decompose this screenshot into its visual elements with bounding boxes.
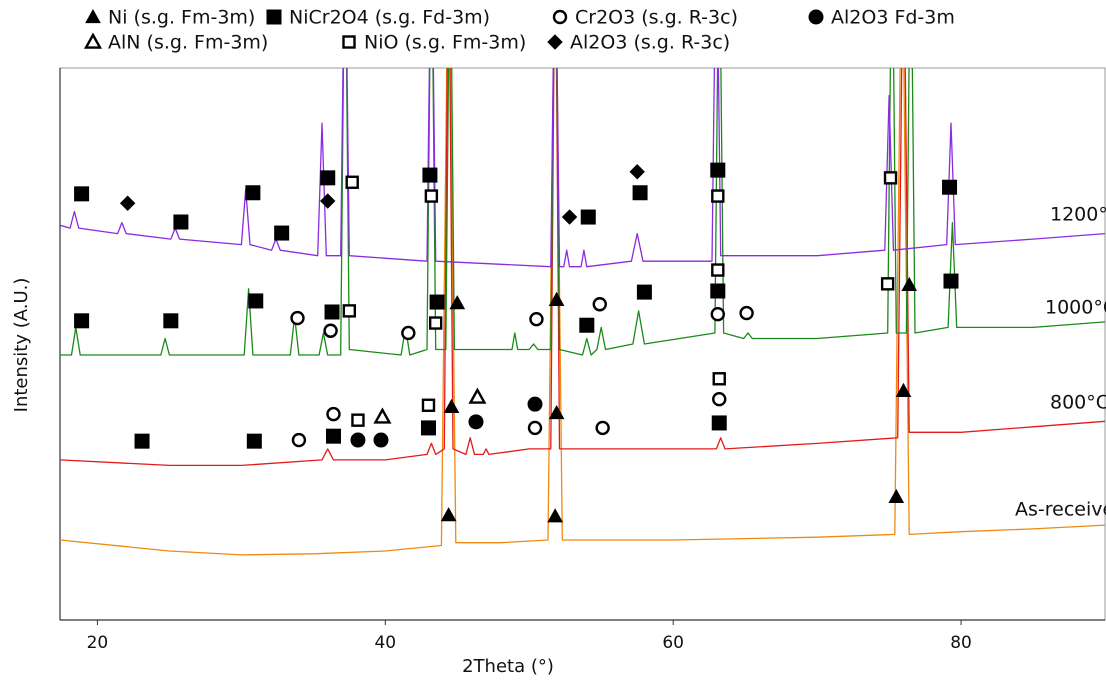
phase-marker bbox=[323, 323, 338, 338]
legend-symbol bbox=[266, 9, 282, 25]
x-tick-label: 80 bbox=[950, 633, 972, 653]
phase-marker bbox=[527, 420, 543, 436]
phase-marker bbox=[580, 209, 596, 225]
phase-marker bbox=[290, 310, 305, 326]
phase-marker bbox=[880, 277, 895, 291]
phase-marker bbox=[901, 276, 918, 292]
phase-marker bbox=[468, 414, 484, 430]
phase-marker bbox=[711, 263, 725, 277]
phase-marker bbox=[632, 185, 648, 201]
phase-marker bbox=[246, 433, 262, 449]
phase-marker bbox=[440, 507, 457, 522]
xrd-trace bbox=[60, 68, 1105, 356]
phase-marker bbox=[291, 432, 307, 448]
phase-marker bbox=[629, 164, 645, 180]
phase-marker bbox=[561, 209, 578, 225]
legend-symbol bbox=[808, 9, 824, 25]
phase-marker bbox=[710, 283, 726, 299]
phase-marker bbox=[527, 396, 543, 412]
x-tick-label: 40 bbox=[374, 633, 396, 653]
phase-marker bbox=[443, 398, 460, 414]
legend-label: Cr2O3 (s.g. R-3c) bbox=[575, 7, 738, 29]
phase-marker bbox=[529, 311, 544, 327]
legend-label: AlN (s.g. Fm-3m) bbox=[108, 32, 268, 54]
phase-marker bbox=[636, 284, 652, 300]
phase-marker bbox=[345, 175, 359, 189]
phase-marker bbox=[248, 293, 264, 309]
phase-marker bbox=[422, 167, 438, 183]
phase-marker bbox=[579, 317, 595, 333]
phase-marker bbox=[342, 304, 357, 318]
y-axis-label: Intensity (A.U.) bbox=[11, 278, 32, 413]
phase-marker bbox=[942, 179, 958, 195]
series-label: 1000°C bbox=[1045, 297, 1106, 319]
x-tick-label: 20 bbox=[87, 633, 109, 653]
legend-label: NiO (s.g. Fm-3m) bbox=[364, 32, 526, 54]
phase-marker bbox=[711, 189, 725, 203]
phase-marker bbox=[320, 193, 336, 209]
phase-marker bbox=[739, 305, 754, 321]
xrd-trace bbox=[60, 68, 1105, 467]
phase-marker bbox=[373, 432, 389, 448]
phase-marker bbox=[324, 304, 340, 320]
phase-marker bbox=[888, 488, 905, 504]
phase-marker bbox=[420, 420, 436, 436]
series-label: As-received bbox=[1015, 499, 1106, 521]
legend-label: Al2O3 (s.g. R-3c) bbox=[570, 32, 730, 54]
legend-symbol bbox=[85, 8, 101, 24]
phase-marker bbox=[134, 433, 150, 449]
x-axis-label: 2Theta (°) bbox=[462, 656, 554, 677]
phase-marker bbox=[548, 291, 565, 306]
phase-marker bbox=[350, 432, 366, 448]
phase-marker bbox=[711, 415, 727, 431]
phase-marker bbox=[401, 325, 416, 341]
phase-marker bbox=[883, 171, 898, 185]
phase-marker bbox=[468, 387, 487, 404]
legend-symbol bbox=[342, 35, 356, 49]
phase-marker bbox=[449, 295, 466, 310]
legend-symbol bbox=[83, 32, 103, 49]
phase-marker bbox=[895, 382, 912, 398]
phase-marker bbox=[325, 428, 341, 444]
phase-marker bbox=[943, 273, 959, 289]
phase-marker bbox=[712, 392, 727, 407]
phase-marker bbox=[119, 195, 136, 211]
legend-label: Ni (s.g. Fm-3m) bbox=[108, 7, 255, 29]
phase-marker bbox=[351, 413, 365, 427]
phase-marker bbox=[274, 225, 290, 241]
phase-marker bbox=[595, 420, 610, 436]
phase-marker bbox=[163, 313, 179, 329]
phase-marker bbox=[421, 398, 436, 412]
x-tick-label: 60 bbox=[662, 633, 684, 653]
phase-marker bbox=[710, 306, 726, 322]
plot-frame bbox=[59, 67, 1106, 621]
phase-marker bbox=[548, 404, 565, 420]
legend-symbol bbox=[547, 34, 563, 50]
phase-marker bbox=[245, 185, 261, 201]
phase-marker bbox=[326, 406, 341, 422]
series-label: 1200°C bbox=[1050, 204, 1106, 226]
phase-marker bbox=[373, 407, 392, 424]
phase-marker bbox=[428, 316, 443, 330]
phase-marker bbox=[424, 189, 439, 203]
legend-symbol bbox=[552, 9, 568, 25]
phase-marker bbox=[710, 162, 726, 178]
phase-marker bbox=[547, 508, 564, 523]
phase-marker bbox=[429, 294, 445, 310]
legend-label: Al2O3 Fd-3m bbox=[831, 7, 955, 29]
legend-label: NiCr2O4 (s.g. Fd-3m) bbox=[289, 7, 490, 29]
series-label: 800°C bbox=[1050, 392, 1106, 414]
phase-marker bbox=[74, 186, 90, 202]
phase-marker bbox=[592, 297, 607, 312]
phase-marker bbox=[74, 313, 90, 329]
phase-marker bbox=[173, 214, 189, 230]
phase-marker bbox=[320, 170, 336, 186]
phase-marker bbox=[712, 372, 726, 386]
